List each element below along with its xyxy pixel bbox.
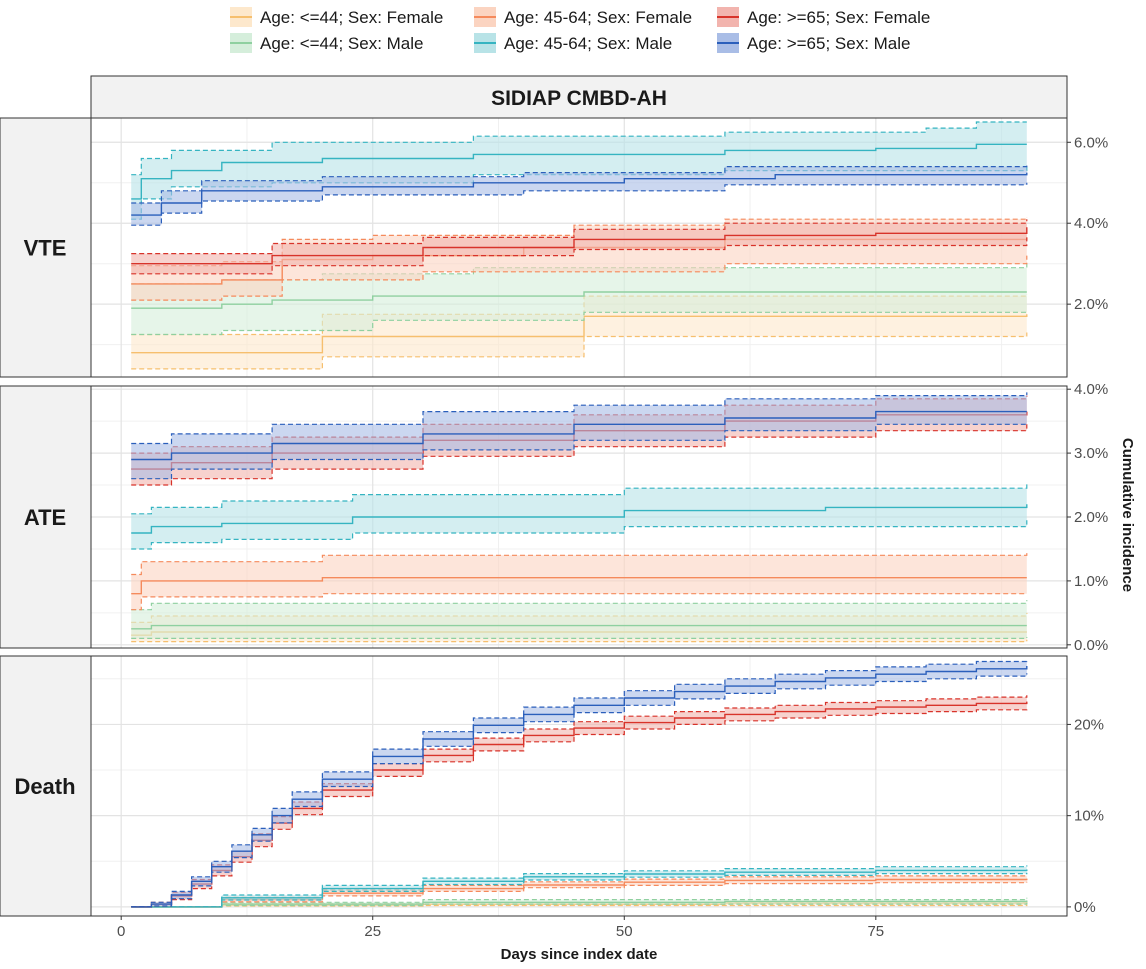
y-tick-label: 2.0%: [1074, 509, 1108, 526]
ci-upper: [131, 392, 1028, 445]
ci-lower: [131, 424, 1028, 486]
legend-item: Age: 45-64; Sex: Male: [474, 33, 672, 53]
curves: [131, 658, 1028, 908]
x-tick-label: 50: [616, 923, 633, 940]
estimate-line: [131, 869, 1028, 908]
y-tick-label: 4.0%: [1074, 381, 1108, 398]
ci-upper: [131, 600, 1028, 611]
row-label: Death: [14, 774, 75, 799]
ci-upper: [131, 552, 1028, 576]
panel-border: [90, 655, 1068, 917]
y-axis-title: Cumulative incidence: [1119, 438, 1136, 592]
legend-item: Age: <=44; Sex: Female: [230, 7, 443, 27]
estimate-line: [131, 666, 1028, 908]
panel-vte: VTE 2.0% 4.0% 6.0%: [0, 117, 1108, 378]
panel-death: Death 0% 10% 20%: [0, 655, 1104, 917]
ci-band: [131, 481, 1027, 549]
row-label: ATE: [24, 505, 66, 530]
row-strip: [0, 385, 92, 649]
panel-border: [90, 385, 1068, 649]
ci-band: [131, 552, 1027, 610]
strip-title: SIDIAP CMBD-AH: [491, 87, 667, 110]
strip-header: SIDIAP CMBD-AH: [90, 75, 1068, 119]
ci-lower: [131, 639, 1028, 643]
legend-label: Age: <=44; Sex: Female: [260, 8, 443, 27]
ci-band: [131, 392, 1027, 479]
ci-upper: [131, 481, 1028, 515]
ci-band: [131, 219, 1027, 274]
panels: VTE 2.0% 4.0% 6.0% ATE 0.0% 1.0% 2.0% 3.0% 4.0% De…: [0, 117, 1108, 917]
estimate-line: [131, 172, 1028, 216]
ci-band: [131, 164, 1027, 226]
legend-label: Age: >=65; Sex: Male: [747, 34, 911, 53]
y-tick-label: 0.0%: [1074, 637, 1108, 654]
panel-ate: ATE 0.0% 1.0% 2.0% 3.0% 4.0%: [0, 381, 1108, 654]
ci-lower: [131, 520, 1028, 550]
x-tick-label: 0: [117, 923, 125, 940]
estimate-line: [131, 410, 1027, 461]
ci-lower: [131, 423, 1027, 480]
curves: [131, 392, 1028, 643]
legend-item: Age: <=44; Sex: Male: [230, 33, 424, 53]
ci-lower: [131, 637, 1028, 639]
row-strip: [0, 117, 92, 378]
x-tick-label: 75: [867, 923, 884, 940]
estimate-line: [131, 291, 1027, 309]
curves: [131, 121, 1028, 370]
estimate-line: [131, 143, 1027, 200]
legend-label: Age: >=65; Sex: Female: [747, 8, 930, 27]
ci-band: [131, 294, 1027, 369]
x-axis-title: Days since index date: [501, 946, 658, 963]
ci-lower: [131, 237, 1028, 275]
y-tick-label: 3.0%: [1074, 445, 1108, 462]
ci-lower: [131, 673, 1028, 908]
panel-border: [90, 117, 1068, 378]
ci-upper: [131, 121, 1027, 176]
y-tick-label: 10%: [1074, 808, 1104, 825]
ci-band: [131, 263, 1027, 335]
legend-label: Age: 45-64; Sex: Female: [504, 8, 692, 27]
ci-band: [131, 122, 1027, 220]
ci-upper: [131, 219, 1028, 255]
y-tick-label: 1.0%: [1074, 573, 1108, 590]
ci-upper: [131, 217, 1028, 267]
y-tick-label: 6.0%: [1074, 134, 1108, 151]
legend-item: Age: 45-64; Sex: Female: [474, 7, 692, 27]
ci-lower: [131, 332, 1028, 370]
ci-lower: [131, 593, 1027, 611]
y-tick-label: 4.0%: [1074, 215, 1108, 232]
ci-band: [131, 600, 1027, 639]
ci-lower: [131, 255, 1028, 301]
ci-upper: [131, 865, 1028, 908]
legend-item: Age: >=65; Sex: Female: [717, 7, 930, 27]
legend-item: Age: >=65; Sex: Male: [717, 33, 911, 53]
ci-upper: [131, 164, 1028, 204]
ci-band: [131, 874, 1027, 907]
ci-band: [131, 658, 1027, 907]
row-strip: [0, 655, 92, 917]
x-tick-label: 25: [364, 923, 381, 940]
legend-label: Age: 45-64; Sex: Male: [504, 34, 672, 53]
x-axis: 0 25 50 75: [117, 916, 884, 940]
estimate-line: [131, 577, 1027, 595]
row-label: VTE: [24, 236, 67, 261]
legend-label: Age: <=44; Sex: Male: [260, 34, 424, 53]
y-tick-label: 20%: [1074, 716, 1104, 733]
estimate-line: [131, 504, 1028, 534]
y-tick-label: 0%: [1074, 899, 1096, 916]
estimate-line: [131, 624, 1027, 630]
estimate-line: [131, 227, 1028, 265]
estimate-line: [131, 314, 1028, 354]
legend: Age: <=44; Sex: Female Age: <=44; Sex: Ma…: [230, 7, 930, 53]
y-tick-label: 2.0%: [1074, 296, 1108, 313]
ci-lower: [131, 310, 1028, 336]
